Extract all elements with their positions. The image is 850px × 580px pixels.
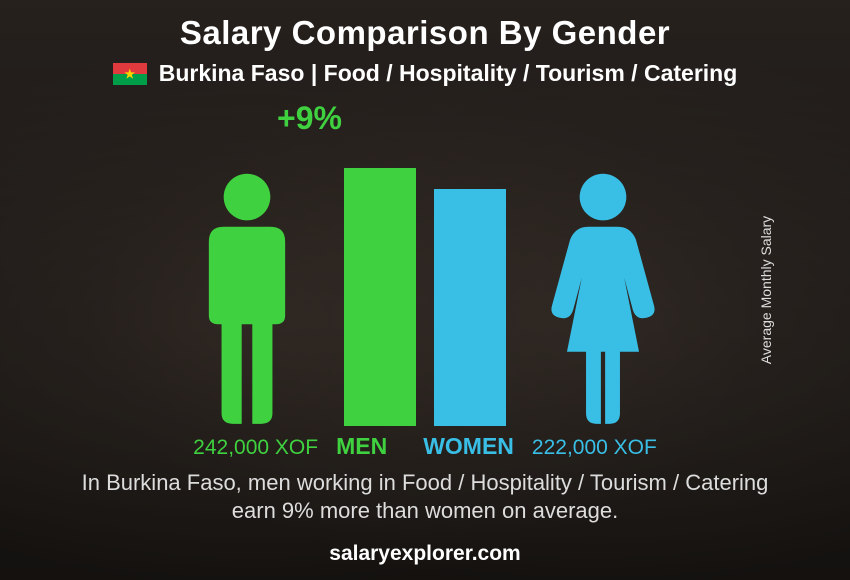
labels-row: 242,000 XOF MEN WOMEN 222,000 XOF: [193, 433, 657, 460]
female-icon: [550, 171, 656, 426]
y-axis-label: Average Monthly Salary: [758, 216, 774, 364]
chart: +9% 242,000 XOF MEN WOMEN 222,000 XOF: [0, 100, 850, 460]
description: In Burkina Faso, men working in Food / H…: [0, 469, 850, 526]
women-label: WOMEN: [405, 433, 532, 460]
subtitle: ★ Burkina Faso | Food / Hospitality / To…: [0, 60, 850, 87]
male-icon: [194, 171, 300, 426]
flag-icon: ★: [113, 63, 147, 85]
men-label: MEN: [318, 433, 405, 460]
page-title: Salary Comparison By Gender: [0, 0, 850, 52]
bar-men: [344, 168, 416, 426]
bars: [344, 168, 506, 426]
country-label: Burkina Faso: [159, 60, 305, 86]
separator: |: [304, 60, 323, 86]
men-salary: 242,000 XOF: [193, 436, 318, 460]
women-salary: 222,000 XOF: [532, 436, 657, 460]
bar-women: [434, 189, 506, 426]
sector-label: Food / Hospitality / Tourism / Catering: [324, 60, 738, 86]
footer-link[interactable]: salaryexplorer.com: [0, 542, 850, 566]
percent-diff: +9%: [277, 100, 342, 137]
